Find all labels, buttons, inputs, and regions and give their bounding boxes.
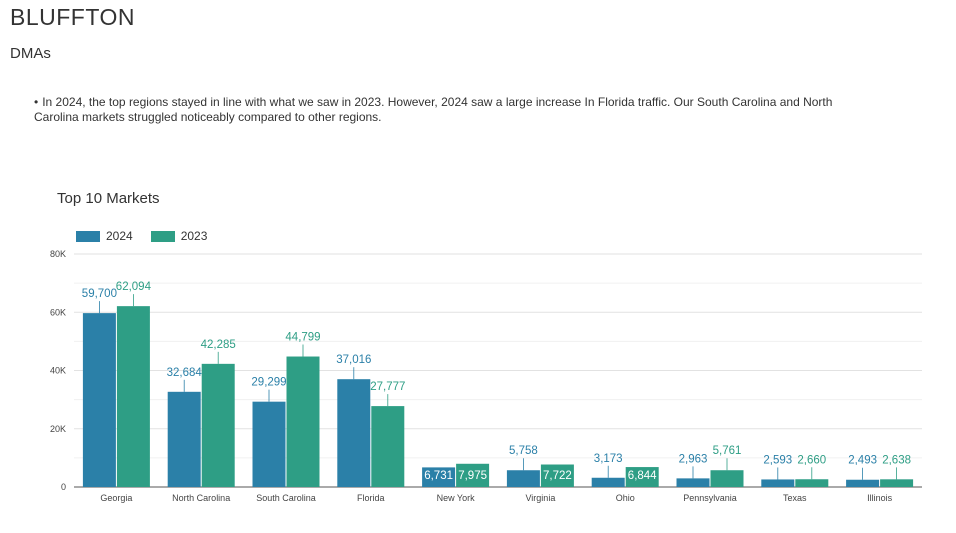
data-label-2023: 2,660 [797,454,826,466]
data-label-2024: 37,016 [336,354,371,366]
data-label-2023: 62,094 [116,281,152,293]
data-label-2024: 6,731 [424,470,453,482]
y-tick-label: 40K [50,366,66,376]
data-label-2024: 29,299 [251,377,286,389]
bar-2023[interactable] [371,406,405,487]
bar-2024[interactable] [337,379,371,487]
legend-label-2024: 2024 [106,229,133,243]
data-label-2023: 6,844 [628,470,657,482]
bar-2023[interactable] [880,479,914,487]
x-tick-label: Georgia [100,493,132,503]
bar-2023[interactable] [625,467,659,487]
bar-2024[interactable] [82,313,116,487]
legend-swatch-2024 [76,230,100,242]
bar-2023[interactable] [456,463,490,487]
legend-label-2023: 2023 [180,229,208,243]
summary-note: • In 2024, the top regions stayed in line… [34,95,864,125]
x-tick-label: Florida [357,493,385,503]
data-label-2023: 44,799 [285,332,320,344]
chart-legend: 2024 2023 [76,229,207,243]
x-tick-label: Illinois [867,493,893,503]
bar-2024[interactable] [422,467,456,487]
legend-item-2023[interactable]: 2023 [150,229,208,243]
bar-2024[interactable] [591,477,625,487]
data-label-2024: 2,493 [848,455,877,467]
y-tick-label: 20K [50,424,66,434]
data-label-2024: 2,593 [763,454,792,466]
bar-2023[interactable] [116,306,150,487]
x-tick-label: South Carolina [256,493,316,503]
bar-2024[interactable] [846,479,880,487]
x-tick-label: Virginia [525,493,555,503]
data-label-2023: 42,285 [201,339,236,351]
data-label-2024: 3,173 [594,453,623,465]
bar-2023[interactable] [201,363,235,487]
bar-2024[interactable] [252,401,286,487]
data-label-2024: 5,758 [509,445,538,457]
x-tick-label: New York [437,493,476,503]
data-label-2023: 7,722 [543,470,572,482]
summary-note-text: In 2024, the top regions stayed in line … [34,95,833,124]
y-tick-label: 80K [50,249,66,259]
bullet-icon: • [34,95,39,109]
data-label-2024: 59,700 [82,288,117,300]
bar-2023[interactable] [286,356,320,487]
bar-2024[interactable] [761,479,795,487]
chart-title: Top 10 Markets [57,190,160,207]
bar-2024[interactable] [506,470,540,487]
data-label-2024: 32,684 [167,367,203,379]
data-label-2023: 7,975 [458,470,487,482]
bar-2023[interactable] [710,470,744,487]
bar-2024[interactable] [676,478,710,487]
legend-swatch-2023 [150,230,175,242]
data-label-2023: 27,777 [370,381,405,393]
x-tick-label: Pennsylvania [683,493,737,503]
y-tick-label: 60K [50,307,66,317]
bar-2024[interactable] [167,391,201,487]
bar-2023[interactable] [540,464,574,487]
x-tick-label: Ohio [616,493,635,503]
page-subtitle: DMAs [10,45,51,62]
bar-2023[interactable] [795,479,829,487]
legend-item-2024[interactable]: 2024 [76,229,133,243]
y-tick-label: 0 [61,482,66,492]
page-title: BLUFFTON [10,4,135,30]
data-label-2023: 2,638 [882,454,911,466]
x-tick-label: North Carolina [172,493,230,503]
data-label-2023: 5,761 [713,445,742,457]
x-tick-label: Texas [783,493,807,503]
data-label-2024: 2,963 [679,453,708,465]
